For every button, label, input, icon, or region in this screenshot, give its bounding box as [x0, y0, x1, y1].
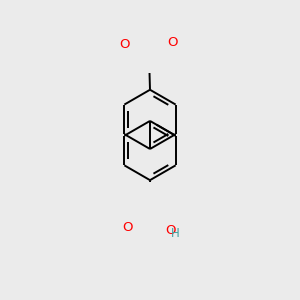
Text: O: O	[165, 224, 176, 237]
Text: H: H	[171, 227, 180, 240]
Text: O: O	[119, 38, 129, 51]
Text: O: O	[122, 221, 133, 234]
Text: O: O	[167, 36, 178, 49]
